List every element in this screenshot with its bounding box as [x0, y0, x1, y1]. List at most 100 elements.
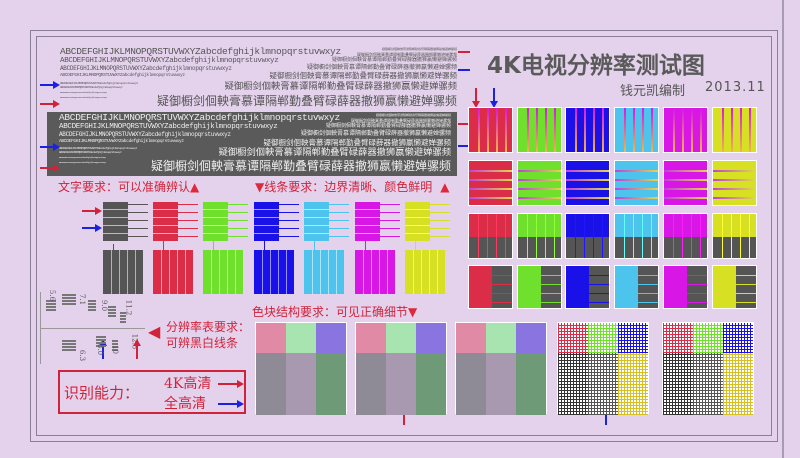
- stripe-line: [227, 250, 228, 294]
- vertical-line: [593, 108, 595, 152]
- horizontal-line: [469, 179, 512, 181]
- horizontal-line: [615, 284, 658, 285]
- bar-extension-line: [380, 220, 400, 221]
- triangle-down-icon: ▼: [255, 180, 265, 194]
- horizontal-line: [713, 179, 756, 181]
- vertical-line: [505, 214, 506, 258]
- color-patch: [618, 323, 648, 353]
- horizontal-line: [566, 284, 609, 285]
- red-arrow-left-icon: [458, 51, 470, 53]
- vertical-line: [545, 214, 546, 258]
- grid-block-red-row-4: [468, 265, 513, 309]
- bar-extension-line: [329, 228, 349, 229]
- color-patch: [416, 323, 446, 353]
- bar-extension-line: [178, 236, 198, 237]
- grid-block-cyan-row-4: [614, 265, 659, 309]
- horizontal-line: [615, 170, 658, 172]
- vertical-line: [642, 108, 644, 152]
- horizontal-line: [664, 284, 707, 285]
- bar-extension-line: [128, 236, 148, 237]
- gray-half: [566, 237, 609, 258]
- horizontal-line: [615, 188, 658, 190]
- blue-arrow-left-icon: [458, 145, 470, 147]
- triangle-up-icon: ▲: [190, 180, 200, 194]
- color-stripe-block-blue: [254, 250, 294, 294]
- horizontal-line: [615, 197, 658, 199]
- horizontal-line: [566, 302, 609, 303]
- latin-sample-line: ABCDEFGHIJKLMNOPQRSTUVWXYZabcdefghijklmn…: [59, 139, 184, 144]
- color-patch: [486, 353, 516, 415]
- color-bar-block-magenta: [355, 202, 380, 241]
- horizontal-line: [518, 188, 561, 190]
- bar-extension-line: [430, 212, 450, 213]
- stripe-line: [127, 250, 128, 294]
- bar-line: [304, 209, 329, 210]
- bar-extension-line: [178, 220, 198, 221]
- horizontal-line: [664, 197, 707, 199]
- bar-extension-line: [430, 228, 450, 229]
- inner-frame: [36, 36, 772, 436]
- blue-arrow-icon: [40, 143, 60, 151]
- bar-line: [153, 209, 178, 210]
- color-patch: [316, 353, 346, 415]
- vertical-line: [554, 214, 555, 258]
- horizontal-line: [518, 302, 561, 303]
- stripe-top-extension: [264, 236, 265, 250]
- stripe-line: [286, 250, 287, 294]
- horizontal-line: [566, 188, 609, 190]
- bar-line: [203, 217, 228, 218]
- bar-line: [304, 233, 329, 234]
- vertical-line: [691, 214, 692, 258]
- latin-sample-line: ABCDEFGHIJKLMNOPQRSTUVWXYZabcdefghijklmn…: [59, 151, 122, 154]
- grid-block-yellow-row-4: [712, 265, 757, 309]
- cjk-sample-line: 疑御橱剑佪軮膏慕谭隔郸勤叠臂碌薛器撤狮嬴懒避婵骡频: [331, 57, 457, 63]
- wedge-bar: [62, 294, 76, 296]
- stripe-line: [135, 250, 136, 294]
- latin-sample-line: ABCDEFGHIJKLMNOPQRSTUVWXYZabcdefghijklmn…: [59, 112, 340, 123]
- latin-sample-line: ABCDEFGHIJKLMNOPQRSTUVWXYZabcdefghijklmn…: [60, 82, 139, 85]
- stripe-top-extension: [314, 236, 315, 250]
- stripe-line: [421, 250, 422, 294]
- wedge-bar: [88, 306, 96, 308]
- ability-fhd: 全高清: [164, 396, 206, 412]
- vertical-line: [536, 108, 538, 152]
- bar-extension-line: [329, 236, 349, 237]
- horizontal-line: [469, 302, 512, 303]
- bar-extension-line: [430, 236, 450, 237]
- wedge-bar: [96, 345, 106, 347]
- vertical-line: [700, 214, 701, 258]
- bar-line: [355, 209, 380, 210]
- bar-extension-line: [178, 212, 198, 213]
- bar-extension-line: [228, 204, 248, 205]
- bar-extension-line: [329, 220, 349, 221]
- blue-arrow-icon: [82, 224, 102, 232]
- horizontal-line: [566, 275, 609, 276]
- grid-block-magenta-row-1: [663, 107, 708, 153]
- grid-block-green-row-3: [517, 213, 562, 259]
- latin-sample-line: ABCDEFGHIJKLMNOPQRSTUVWXYZabcdefghijklmn…: [60, 91, 107, 94]
- cjk-sample-line: 疑御橱剑佪軮膏慕谭隔郸勤叠臂碌薛器撤狮嬴懒避婵骡频: [218, 147, 451, 158]
- red-arrow-icon: [218, 380, 244, 388]
- wedge-bar: [62, 346, 76, 348]
- wedge-bar: [96, 339, 106, 341]
- grid-block-magenta-row-3: [663, 213, 708, 259]
- color-patch: [663, 323, 693, 353]
- vertical-line: [545, 108, 547, 152]
- bar-line: [254, 233, 279, 234]
- vertical-line: [575, 214, 576, 258]
- stripe-line: [119, 250, 120, 294]
- stripe-line: [211, 250, 212, 294]
- color-patch: [723, 323, 753, 353]
- bar-extension-line: [228, 212, 248, 213]
- text-requirement-label: 文字要求：可以准确辨认: [58, 180, 191, 194]
- stripe-line: [320, 250, 321, 294]
- bar-line: [405, 225, 430, 226]
- horizontal-line: [469, 284, 512, 285]
- horizontal-line: [615, 293, 658, 294]
- stripe-line: [371, 250, 372, 294]
- bar-extension-line: [279, 228, 299, 229]
- bar-extension-line: [128, 228, 148, 229]
- cjk-sample-line: 疑御橱剑佪軮膏慕谭隔郸勤叠臂碌薛器撤狮嬴懒避婵骡频: [156, 94, 457, 108]
- wedge-label: 10: [110, 345, 119, 354]
- wedge-bar: [112, 340, 118, 342]
